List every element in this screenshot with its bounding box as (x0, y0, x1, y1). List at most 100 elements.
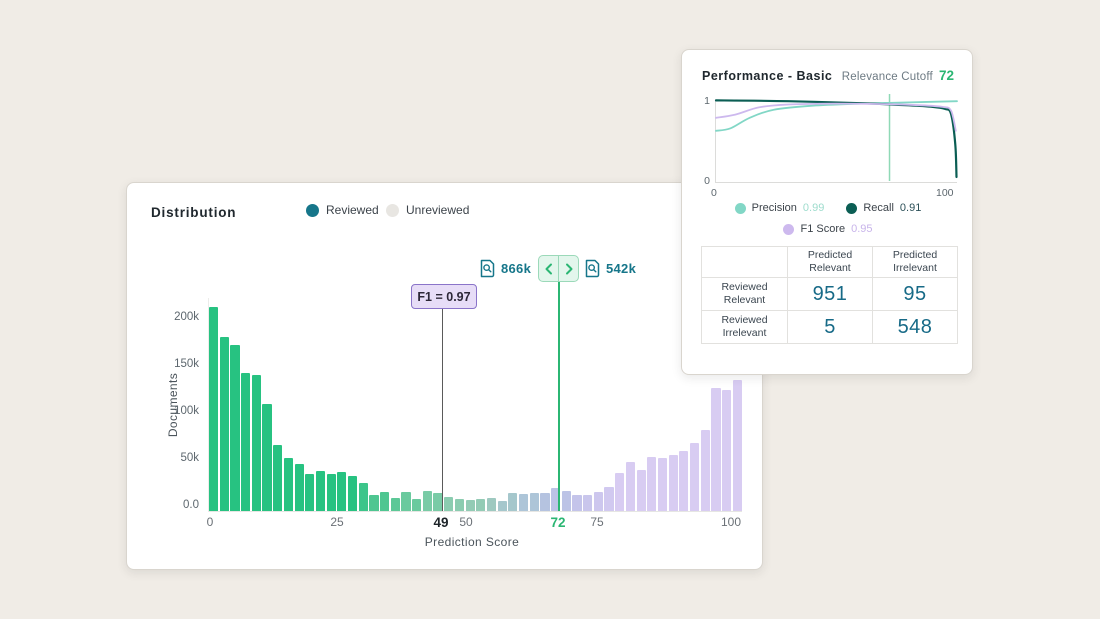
y-tick: 100k (174, 405, 199, 417)
distribution-panel: Distribution Reviewed Unreviewed 866k (126, 182, 763, 570)
confusion-matrix-table: Predicted Relevant Predicted Irrelevant … (701, 246, 958, 344)
x-tick-cutoff-position: 72 (550, 515, 566, 530)
x-tick: 25 (330, 515, 344, 529)
row-header-reviewed-irrelevant: Reviewed Irrelevant (701, 310, 788, 344)
histogram-bar (583, 495, 593, 511)
legend-label-unreviewed: Unreviewed (406, 203, 470, 217)
f1-value: 0.95 (851, 223, 873, 235)
performance-chart (714, 94, 958, 183)
histogram-bar (273, 445, 283, 511)
perf-x-tick: 100 (936, 187, 954, 199)
table-corner-cell (701, 246, 788, 278)
histogram-bar (305, 473, 315, 511)
row-header-reviewed-relevant: Reviewed Relevant (701, 277, 788, 311)
histogram-bar (722, 389, 732, 511)
histogram-bar (711, 387, 721, 511)
histogram-bars (208, 298, 742, 512)
precision-value: 0.99 (802, 202, 825, 214)
histogram-bar (209, 307, 219, 511)
legend-item-f1-score[interactable]: F1 Score 0.95 (783, 223, 873, 235)
histogram-bar (380, 492, 390, 511)
legend-item-reviewed[interactable]: Reviewed (306, 203, 379, 217)
perf-y-tick: 1 (704, 95, 710, 107)
histogram-bar (347, 475, 358, 511)
histogram-bar (465, 499, 475, 511)
x-tick: 75 (590, 515, 604, 529)
histogram-bar (604, 486, 614, 511)
cell-false-positive: 5 (787, 310, 873, 344)
histogram-bar (668, 454, 678, 511)
chevron-right-icon (565, 263, 572, 274)
histogram-bar (732, 379, 742, 511)
cutoff-increase-button[interactable] (559, 256, 578, 281)
document-search-icon (480, 259, 495, 278)
recall-dot-icon (846, 202, 858, 214)
histogram-bar (679, 450, 689, 511)
y-tick: 0.0 (183, 499, 199, 511)
histogram-bar (647, 457, 657, 511)
histogram-bar (615, 473, 625, 511)
histogram-bar (561, 490, 571, 511)
legend-item-unreviewed[interactable]: Unreviewed (386, 203, 469, 217)
relevance-cutoff-line[interactable] (558, 282, 560, 511)
histogram-bar (551, 487, 561, 511)
performance-panel: Performance - Basic Relevance Cutoff 72 … (681, 49, 973, 375)
relevance-cutoff-value: 72 (938, 68, 954, 83)
left-count-value: 866k (501, 261, 532, 276)
precision-dot-icon (734, 202, 746, 214)
histogram-bar (230, 345, 240, 511)
histogram-bar (294, 463, 304, 511)
histogram-bar (476, 498, 486, 511)
legend-item-precision[interactable]: Precision 0.99 (734, 202, 825, 214)
histogram-bar (518, 494, 529, 511)
cutoff-decrease-button[interactable] (539, 256, 559, 281)
x-tick-f1-position: 49 (433, 515, 449, 530)
histogram-bar (700, 429, 710, 511)
y-tick: 150k (174, 358, 199, 370)
histogram-bar (412, 498, 422, 511)
histogram-bar (369, 495, 379, 511)
histogram-bar (251, 374, 261, 511)
histogram-bar (540, 493, 550, 511)
x-tick: 50 (459, 515, 473, 529)
x-axis-title: Prediction Score (424, 535, 520, 549)
histogram-bar (657, 458, 668, 511)
histogram-bar (572, 495, 582, 511)
histogram-bar (508, 493, 518, 511)
legend-item-recall[interactable]: Recall 0.91 (846, 202, 921, 214)
relevance-cutoff-label: Relevance Cutoff (841, 71, 933, 83)
histogram-bar (689, 443, 700, 511)
y-axis-title: Documents (166, 372, 181, 438)
unreviewed-dot-icon (386, 203, 399, 217)
histogram-bar (219, 336, 229, 511)
cell-true-negative: 548 (872, 310, 958, 344)
legend-label-reviewed: Reviewed (326, 203, 379, 217)
f1-score-badge: F1 = 0.97 (411, 284, 477, 309)
right-of-cutoff-count: 542k (584, 259, 636, 278)
histogram-bar (337, 472, 347, 511)
histogram-bar (593, 491, 603, 511)
f1-marker-line (442, 307, 443, 511)
histogram-bar (326, 473, 336, 511)
document-search-icon (585, 259, 600, 278)
series-line-recall (714, 99, 958, 179)
table-row: Reviewed Irrelevant 5 548 (701, 310, 958, 344)
histogram-bar (315, 471, 326, 511)
histogram-bar (529, 493, 539, 511)
histogram-bar (241, 373, 251, 511)
histogram-bar (283, 458, 293, 511)
series-line-precision (715, 100, 958, 132)
col-header-predicted-irrelevant: Predicted Irrelevant (872, 246, 958, 278)
perf-y-tick: 0 (704, 175, 710, 187)
histogram-bar (358, 483, 368, 511)
y-tick: 50k (180, 452, 199, 464)
histogram-bar (433, 493, 443, 511)
left-of-cutoff-count: 866k (479, 259, 531, 278)
x-tick: 0 (206, 515, 214, 529)
reviewed-dot-icon (306, 203, 319, 217)
y-tick: 200k (174, 311, 199, 323)
table-row: Reviewed Relevant 951 95 (701, 277, 958, 311)
histogram-bar (636, 470, 646, 511)
performance-title: Performance - Basic (702, 69, 833, 83)
histogram-bar (486, 498, 497, 511)
